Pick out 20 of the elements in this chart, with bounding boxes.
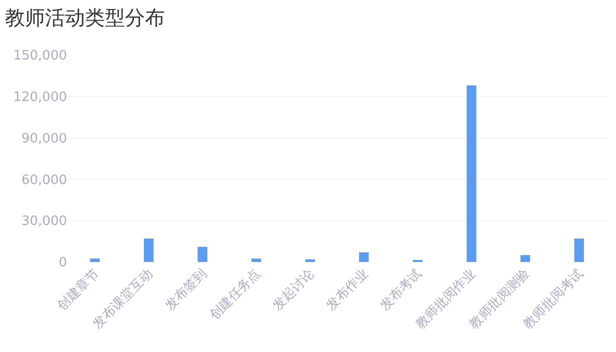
bar [520,255,530,262]
x-tick-label: 发布作业 [324,266,372,314]
y-tick-label: 30,000 [22,214,67,230]
y-tick-label: 120,000 [13,90,67,105]
bar [359,252,369,262]
x-tick-label: 发布考试 [378,266,426,314]
bar [305,259,315,262]
bar [198,246,208,262]
bar [144,238,154,262]
y-tick-label: 150,000 [13,48,67,64]
x-tick-label: 创建任务点 [207,266,264,323]
bar [574,238,584,262]
x-tick-label: 发布签到 [162,266,210,314]
x-tick-label: 发起讨论 [270,266,318,314]
chart-title: 教师活动类型分布 [4,6,165,30]
bar [251,258,262,262]
bar [466,85,476,262]
y-tick-label: 90,000 [22,131,67,146]
bar [90,258,100,262]
y-tick-label: 60,000 [22,172,67,188]
